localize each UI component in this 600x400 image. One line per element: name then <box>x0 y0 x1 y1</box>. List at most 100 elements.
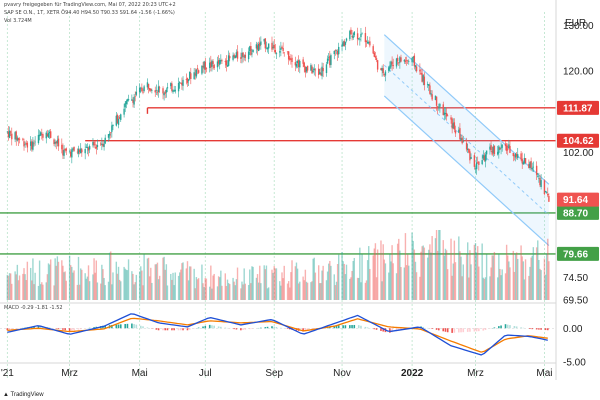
volume-bar <box>319 283 321 300</box>
candle-body <box>290 59 292 60</box>
macd-histogram-bar <box>506 324 509 329</box>
volume-bar <box>392 263 394 300</box>
macd-histogram-bar <box>498 326 500 329</box>
candle-body <box>166 87 169 89</box>
candle-body <box>123 108 125 115</box>
candle-body <box>25 143 27 144</box>
candle-body <box>338 46 340 55</box>
candle-body <box>47 132 50 138</box>
volume-bar <box>286 283 289 300</box>
candle-body <box>22 138 24 140</box>
volume-bar <box>81 269 83 300</box>
candle-body <box>194 73 196 76</box>
volume-bar <box>314 272 317 300</box>
volume-bar <box>154 264 156 300</box>
candle-body <box>85 146 87 148</box>
candle-body <box>491 150 493 155</box>
volume-bar <box>226 279 229 300</box>
candle-body <box>469 151 471 161</box>
volume-bar <box>48 264 51 300</box>
candle-body <box>531 167 533 170</box>
tradingview-logo: ▲ TradingView <box>3 392 44 398</box>
macd-histogram-bar <box>460 328 462 333</box>
candle-body <box>112 124 114 127</box>
candle-body <box>141 87 143 92</box>
volume-bar <box>336 263 339 300</box>
volume-bar <box>304 269 307 300</box>
candle-body <box>259 42 261 47</box>
candle-body <box>142 91 144 93</box>
price-badge-label: 111.87 <box>563 103 593 114</box>
volume-bar <box>356 277 359 300</box>
candle-body <box>351 36 353 38</box>
volume-bar <box>489 276 491 300</box>
candle-body <box>264 38 267 49</box>
volume-bar <box>101 264 103 300</box>
candle-body <box>234 56 236 59</box>
volume-bar <box>37 285 40 300</box>
volume-bar <box>469 250 471 300</box>
volume-bar <box>15 274 17 300</box>
volume-bar <box>244 283 247 300</box>
candle-body <box>454 130 457 134</box>
volume-bar <box>249 269 251 300</box>
macd-histogram-bar <box>513 326 516 329</box>
candle-body <box>15 131 17 140</box>
macd-histogram-bar <box>335 325 338 329</box>
volume-bar <box>252 266 254 300</box>
macd-histogram-bar <box>435 328 438 330</box>
macd-histogram-bar <box>166 328 169 331</box>
candle-body <box>445 112 448 117</box>
candle-body <box>528 164 530 169</box>
volume-bar <box>8 273 11 300</box>
volume-bar <box>372 255 374 300</box>
candle-body <box>117 118 120 125</box>
candle-body <box>415 66 418 72</box>
candle-body <box>80 148 82 154</box>
candle-body <box>524 158 527 164</box>
candle-body <box>450 117 452 120</box>
candle-body <box>18 138 21 140</box>
volume-bar <box>274 268 277 300</box>
candle-body <box>328 56 330 58</box>
volume-bar <box>374 243 377 300</box>
volume-bar <box>267 287 270 300</box>
candle-body <box>545 192 548 193</box>
volume-bar <box>78 284 81 300</box>
volume-bar <box>255 277 258 300</box>
macd-line <box>7 313 548 356</box>
volume-bar <box>148 276 151 300</box>
volume-bar <box>311 281 313 300</box>
volume-bar <box>384 263 387 300</box>
volume-bar <box>111 284 113 300</box>
volume-bar <box>326 271 329 300</box>
macd-histogram-bar <box>544 328 547 331</box>
candle-body <box>133 96 135 105</box>
candle-body <box>438 106 440 108</box>
macd-histogram-bar <box>469 328 471 332</box>
candle-body <box>163 93 165 96</box>
volume-bar <box>462 264 464 300</box>
candle-body <box>548 195 550 202</box>
volume-bar <box>491 255 493 300</box>
volume-bar <box>132 273 134 300</box>
volume-bar <box>349 278 351 300</box>
macd-histogram-bar <box>442 328 445 332</box>
candle-body <box>212 61 214 65</box>
level-lines <box>0 107 556 255</box>
candle-body <box>314 69 317 71</box>
volume-bar <box>520 245 522 300</box>
time-tick-label: Mai <box>536 368 552 379</box>
volume-bar <box>178 272 181 300</box>
volume-bar <box>266 288 269 300</box>
macd-histogram-bar <box>211 325 213 329</box>
candle-body <box>412 57 414 59</box>
macd-histogram-bar <box>466 328 469 332</box>
volume-bar <box>412 240 414 300</box>
volume-bar <box>47 263 50 300</box>
volume-bar <box>50 259 52 300</box>
candle-body <box>57 138 60 147</box>
volume-bar <box>86 276 89 300</box>
candle-body <box>265 47 268 49</box>
macd-histogram-bar <box>529 328 531 329</box>
